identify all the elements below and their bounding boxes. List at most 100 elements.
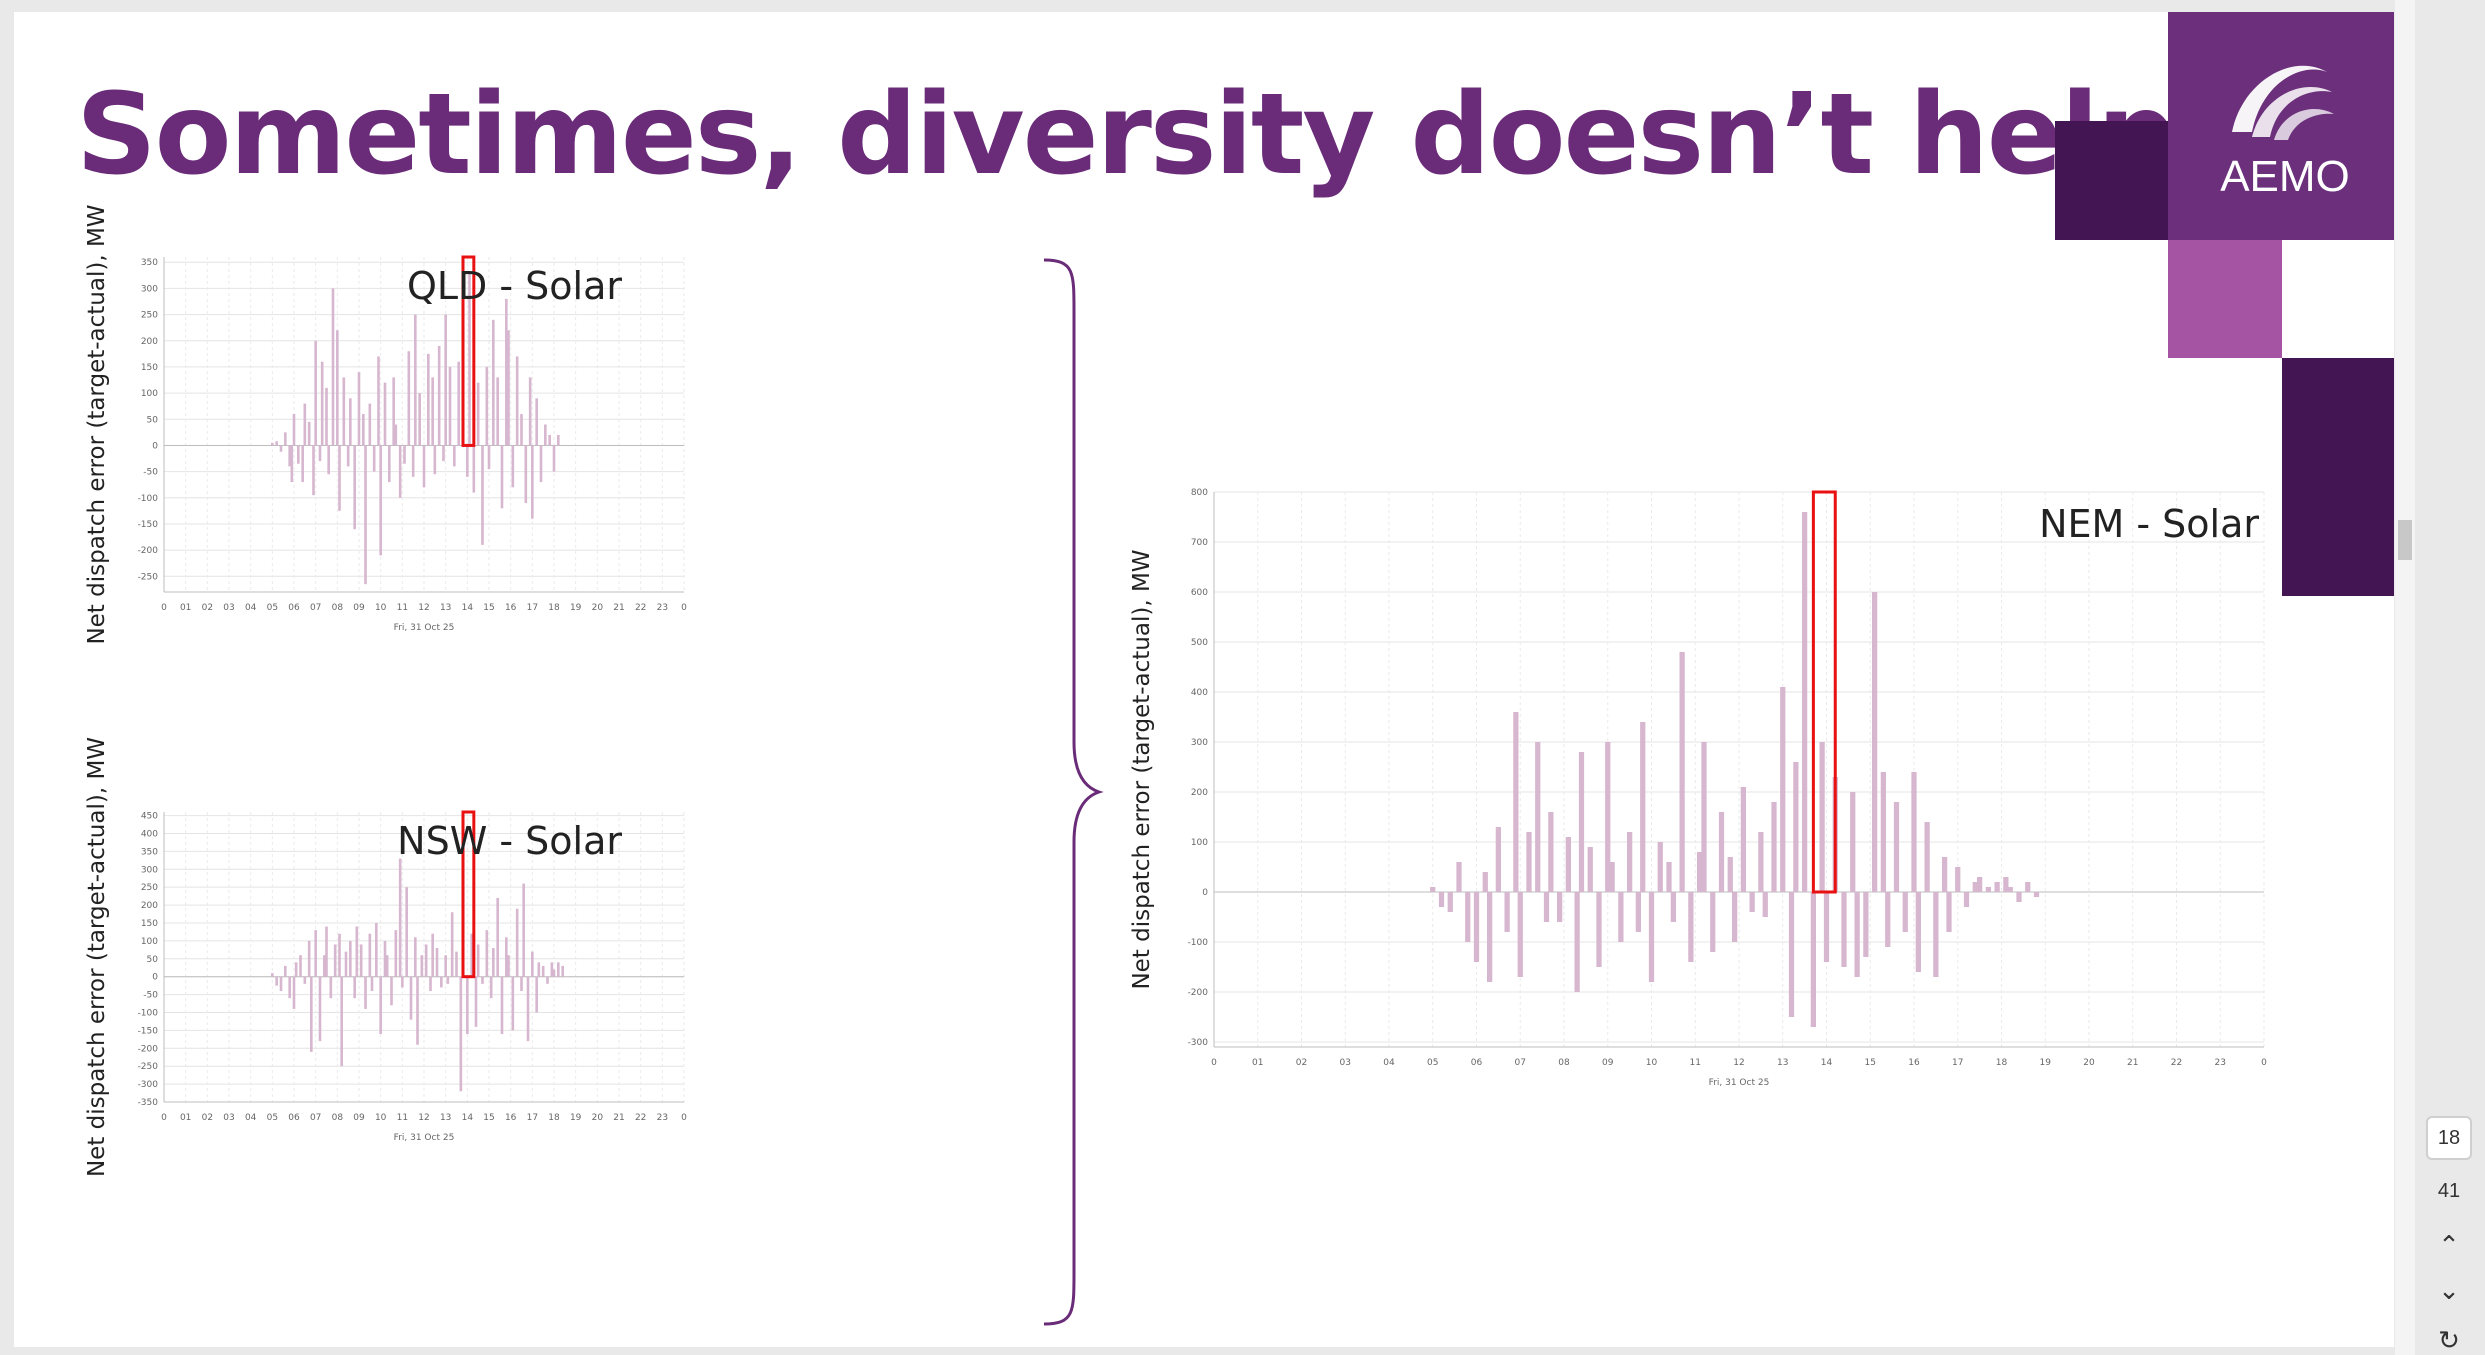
bar <box>390 976 393 1006</box>
bar <box>370 976 374 992</box>
current-page-input[interactable]: 18 <box>2426 1116 2472 1160</box>
x-tick-label: 19 <box>570 603 582 613</box>
bar <box>453 445 456 467</box>
bar <box>1758 832 1764 892</box>
y-tick-label: 300 <box>141 284 158 294</box>
bar <box>329 976 333 999</box>
bar <box>1473 892 1480 962</box>
bar <box>1933 892 1939 977</box>
x-tick-label: 10 <box>375 603 387 613</box>
bar <box>548 434 551 446</box>
x-tick-label: 02 <box>202 1113 213 1123</box>
x-axis-label: Fri, 31 Oct 25 <box>1709 1078 1770 1088</box>
bar <box>507 330 510 446</box>
bar <box>2016 892 2022 902</box>
x-tick-label: 05 <box>267 603 278 613</box>
x-tick-label: 05 <box>267 1113 278 1123</box>
bar <box>440 976 443 988</box>
bar <box>372 445 376 472</box>
x-tick-label: 20 <box>592 603 604 613</box>
bar <box>307 421 311 446</box>
chevron-up-icon[interactable]: ⌃ <box>2438 1230 2460 1260</box>
bar <box>1732 892 1738 942</box>
bar <box>429 976 432 992</box>
bar <box>485 930 489 977</box>
bar <box>271 442 274 446</box>
bar <box>1802 512 1808 892</box>
scrollbar-thumb[interactable] <box>2398 520 2412 560</box>
x-tick-label: 07 <box>1515 1058 1526 1068</box>
bar <box>1854 892 1860 977</box>
x-tick-label: 18 <box>548 1113 560 1123</box>
bar <box>500 976 504 1034</box>
y-tick-label: -100 <box>1188 938 1209 948</box>
bar <box>550 962 554 977</box>
bar <box>1994 882 2000 892</box>
x-tick-label: 20 <box>2083 1058 2095 1068</box>
x-tick-label: 02 <box>1296 1058 1307 1068</box>
x-tick-label: 12 <box>1733 1058 1744 1068</box>
x-tick-label: 23 <box>2215 1058 2226 1068</box>
slide: Sometimes, diversity doesn’t help AEMO 3… <box>14 12 2394 1347</box>
bar <box>299 955 302 977</box>
bar <box>1762 892 1768 917</box>
bar <box>349 398 352 446</box>
bar <box>364 445 367 585</box>
bar <box>318 976 322 1042</box>
bar <box>349 940 352 977</box>
y-tick-label: -200 <box>138 1044 159 1054</box>
bar <box>320 361 324 446</box>
bar <box>1819 742 1825 892</box>
bar <box>292 976 296 1009</box>
x-tick-label: 06 <box>1471 1058 1483 1068</box>
bar <box>1627 832 1633 892</box>
chart-nsw-solar: 450400350300250200150100500-50-100-150-2… <box>84 737 687 1177</box>
bar <box>325 387 328 446</box>
bar <box>437 345 441 446</box>
y-tick-label: -150 <box>138 1026 159 1036</box>
bar <box>1780 687 1786 892</box>
bar <box>1578 752 1585 892</box>
scrollbar-track[interactable] <box>2395 0 2415 1355</box>
bar <box>420 955 424 977</box>
x-tick-label: 14 <box>1821 1058 1833 1068</box>
bar <box>459 976 463 1092</box>
bar <box>422 445 426 488</box>
bar <box>418 393 421 446</box>
bar <box>379 976 382 1034</box>
bar <box>379 445 382 556</box>
bar <box>336 330 339 446</box>
bar <box>357 372 361 446</box>
chart-title: NSW - Solar <box>397 819 622 863</box>
y-axis-label: Net dispatch error (target-actual), MW <box>84 204 110 644</box>
bar <box>353 445 356 530</box>
x-tick-label: 01 <box>180 603 191 613</box>
highlight-box <box>461 810 476 979</box>
y-tick-label: 250 <box>141 311 158 321</box>
x-tick-label: 02 <box>202 603 213 613</box>
bar <box>1557 892 1563 922</box>
brand-square-dark-right <box>2282 358 2394 596</box>
x-tick-label: 13 <box>1777 1058 1788 1068</box>
chevron-down-icon[interactable]: ⌄ <box>2438 1275 2460 1305</box>
bar <box>416 976 419 1045</box>
bar <box>1609 862 1615 892</box>
bar <box>531 445 534 519</box>
bar <box>327 445 330 475</box>
bar <box>442 445 445 462</box>
x-tick-label: 16 <box>505 1113 517 1123</box>
y-tick-label: -200 <box>1188 988 1209 998</box>
bar <box>1902 892 1908 932</box>
y-tick-label: 350 <box>141 847 158 857</box>
refresh-icon[interactable]: ↻ <box>2438 1325 2460 1355</box>
bar <box>1430 887 1436 892</box>
x-tick-label: 05 <box>1427 1058 1438 1068</box>
bar <box>303 976 307 984</box>
x-tick-label: 01 <box>1252 1058 1263 1068</box>
bar <box>552 445 556 472</box>
bar <box>546 976 549 984</box>
y-tick-label: -350 <box>138 1098 159 1108</box>
aemo-logo-icon <box>2232 65 2334 140</box>
bar <box>457 361 460 446</box>
bar <box>301 445 304 483</box>
